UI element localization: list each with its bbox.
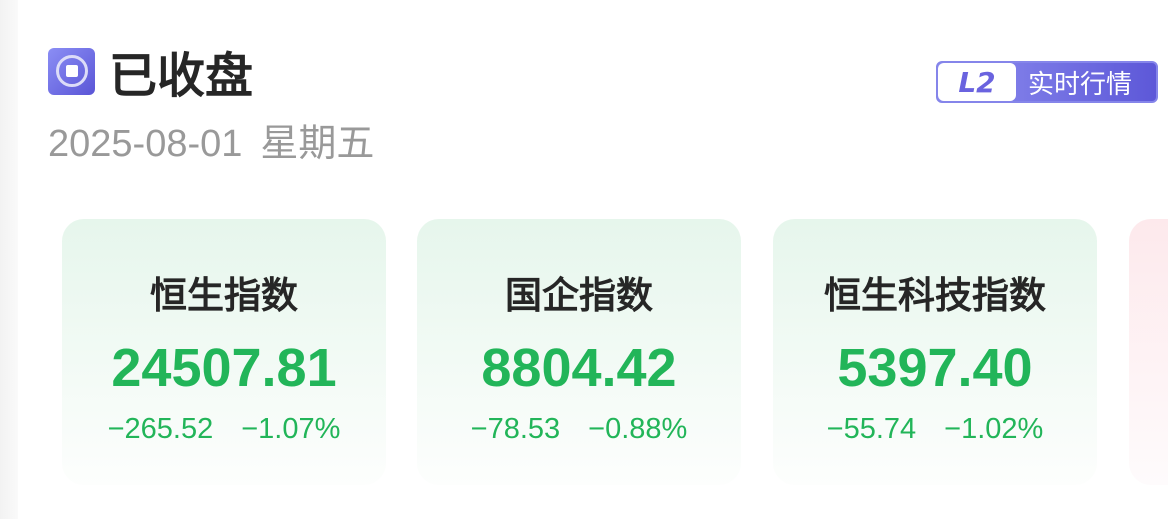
- index-card-hsi[interactable]: 恒生指数 24507.81 −265.52 −1.07%: [62, 219, 386, 485]
- market-status: 已收盘: [48, 36, 253, 106]
- date-text: 2025-08-01: [48, 123, 243, 165]
- index-change: −78.53: [470, 413, 561, 445]
- index-percent: −1.07%: [241, 413, 341, 445]
- index-percent: −1.02%: [944, 413, 1044, 445]
- index-value: 8804.42: [481, 338, 677, 398]
- left-edge-strip: [0, 0, 18, 519]
- l2-label: 实时行情: [1028, 69, 1133, 100]
- weekday-text: 星期五: [260, 123, 375, 165]
- stop-circle-icon: [48, 47, 95, 95]
- index-percent: −0.88%: [588, 413, 688, 445]
- index-value: 5397.40: [837, 338, 1033, 398]
- index-name: 国企指数: [505, 274, 653, 317]
- market-status-label: 已收盘: [109, 48, 254, 104]
- index-card-hscei[interactable]: 国企指数 8804.42 −78.53 −0.88%: [417, 219, 741, 485]
- l2-realtime-button[interactable]: L2 实时行情: [936, 61, 1158, 103]
- index-name: 恒生指数: [150, 274, 298, 317]
- index-value: 24507.81: [111, 338, 337, 398]
- index-card-partial[interactable]: [1129, 219, 1168, 485]
- index-card-hstech[interactable]: 恒生科技指数 5397.40 −55.74 −1.02%: [773, 219, 1097, 485]
- index-name: 恒生科技指数: [824, 274, 1046, 317]
- l2-tag: L2: [938, 63, 1016, 101]
- index-change: −55.74: [826, 413, 917, 445]
- index-change: −265.52: [107, 413, 214, 445]
- trade-date: 2025-08-01 星期五: [48, 112, 374, 167]
